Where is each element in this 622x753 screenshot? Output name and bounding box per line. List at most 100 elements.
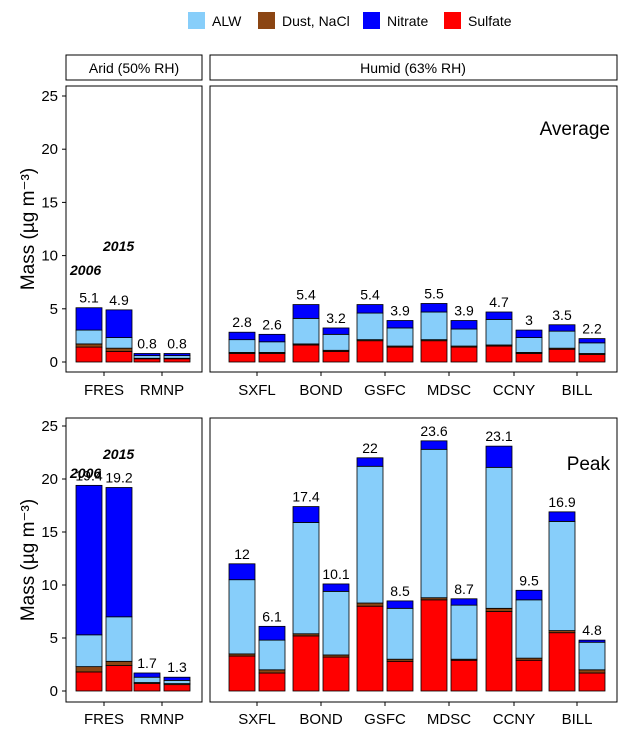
panel-title: Peak — [567, 454, 611, 475]
bar-segment-dust — [75, 666, 103, 673]
x-tick-label: CCNY — [493, 382, 536, 399]
bar-segment-sulfate — [548, 348, 576, 363]
year-label-2006: 2006 — [69, 465, 101, 481]
bar-segment-sulfate — [450, 346, 478, 363]
bar-segment-sulfate — [163, 358, 191, 363]
panel-frame-1 — [209, 85, 618, 373]
x-tick-label: RMNP — [140, 711, 184, 728]
bar-segment-nitrate — [292, 304, 320, 319]
y-axis-label: Mass (µg m⁻³) — [18, 499, 39, 621]
bar-segment-nitrate — [450, 598, 478, 606]
bar-segment-nitrate — [322, 327, 350, 335]
bar-segment-sulfate — [386, 346, 414, 363]
bar-segment-alw — [322, 590, 350, 656]
bar-segment-sulfate — [292, 344, 320, 363]
bar-segment-alw — [258, 639, 286, 671]
x-tick-label: FRES — [84, 382, 124, 399]
bar-total-label: 8.7 — [454, 581, 474, 597]
legend-swatch-2 — [363, 12, 380, 29]
legend-label-1: Dust, NaCl — [282, 13, 350, 29]
bar-segment-alw — [105, 616, 133, 662]
bar-segment-alw — [578, 641, 606, 671]
bar-total-label: 12 — [234, 546, 250, 562]
bar-segment-sulfate — [578, 354, 606, 363]
bar-total-label: 4.9 — [109, 292, 129, 308]
bar-total-label: 19.2 — [105, 469, 132, 485]
panel-frame-0 — [65, 85, 203, 373]
bar-segment-nitrate — [450, 320, 478, 330]
bar-segment-alw — [515, 337, 543, 353]
bar-segment-nitrate — [258, 333, 286, 343]
legend-label-3: Sulfate — [468, 13, 512, 29]
bar-segment-sulfate — [258, 672, 286, 692]
bar-segment-nitrate — [485, 445, 513, 468]
bar-total-label: 2.8 — [232, 314, 252, 330]
bar-segment-nitrate — [133, 672, 161, 678]
bar-segment-nitrate — [515, 329, 543, 338]
x-tick-label: MDSC — [427, 711, 471, 728]
bar-segment-sulfate — [163, 684, 191, 692]
bar-segment-sulfate — [133, 683, 161, 692]
x-tick-label: CCNY — [493, 711, 536, 728]
x-tick-label: BOND — [299, 382, 343, 399]
bar-segment-alw — [515, 599, 543, 659]
bar-total-label: 4.7 — [489, 294, 509, 310]
bar-segment-alw — [228, 579, 256, 655]
bar-segment-sulfate — [105, 350, 133, 363]
bar-segment-nitrate — [420, 303, 448, 313]
bar-segment-alw — [485, 319, 513, 346]
year-label-2006: 2006 — [69, 262, 101, 278]
bar-segment-alw — [133, 676, 161, 683]
bar-segment-sulfate — [292, 635, 320, 692]
bar-segment-sulfate — [420, 340, 448, 363]
y-tick-label: 5 — [50, 301, 58, 318]
bar-total-label: 5.1 — [79, 290, 99, 306]
facet-strip-arid-label: Arid (50% RH) — [89, 60, 179, 76]
bar-segment-alw — [105, 337, 133, 349]
bar-total-label: 8.5 — [390, 583, 410, 599]
y-tick-label: 20 — [41, 141, 58, 158]
bar-total-label: 23.1 — [485, 428, 512, 444]
bar-segment-alw — [386, 607, 414, 660]
bar-segment-alw — [578, 342, 606, 354]
bar-segment-sulfate — [75, 671, 103, 692]
y-tick-label: 25 — [41, 88, 58, 105]
x-tick-label: GSFC — [364, 711, 406, 728]
bar-segment-alw — [228, 339, 256, 353]
bar-segment-nitrate — [163, 353, 191, 357]
bar-segment-alw — [292, 522, 320, 635]
bar-segment-sulfate — [133, 358, 161, 363]
y-tick-label: 5 — [50, 630, 58, 647]
bar-total-label: 3.2 — [326, 310, 346, 326]
x-tick-label: BILL — [562, 382, 593, 399]
bar-segment-nitrate — [356, 457, 384, 467]
bar-segment-nitrate — [515, 589, 543, 601]
bar-segment-sulfate — [228, 353, 256, 363]
x-tick-label: RMNP — [140, 382, 184, 399]
x-tick-label: FRES — [84, 711, 124, 728]
bar-segment-sulfate — [75, 346, 103, 363]
bar-total-label: 23.6 — [420, 423, 447, 439]
legend-label-2: Nitrate — [387, 13, 428, 29]
bar-segment-nitrate — [578, 639, 606, 643]
bar-segment-nitrate — [322, 583, 350, 592]
bar-segment-sulfate — [515, 659, 543, 692]
y-tick-label: 15 — [41, 194, 58, 211]
bar-segment-alw — [292, 317, 320, 345]
panel-title: Average — [540, 119, 610, 140]
bar-segment-sulfate — [322, 656, 350, 692]
bar-segment-sulfate — [105, 665, 133, 692]
bar-segment-sulfate — [548, 632, 576, 692]
bar-total-label: 1.3 — [167, 659, 187, 675]
y-tick-label: 10 — [41, 577, 58, 594]
bar-segment-alw — [450, 328, 478, 347]
bar-segment-dust — [578, 669, 606, 674]
bar-segment-nitrate — [386, 320, 414, 329]
facet-strips: Arid (50% RH) Humid (63% RH) — [65, 54, 618, 81]
bar-segment-nitrate — [105, 309, 133, 338]
bar-segment-alw — [322, 333, 350, 351]
y-tick-label: 20 — [41, 471, 58, 488]
bar-total-label: 5.5 — [424, 285, 444, 301]
panel-frame-0 — [65, 417, 203, 703]
